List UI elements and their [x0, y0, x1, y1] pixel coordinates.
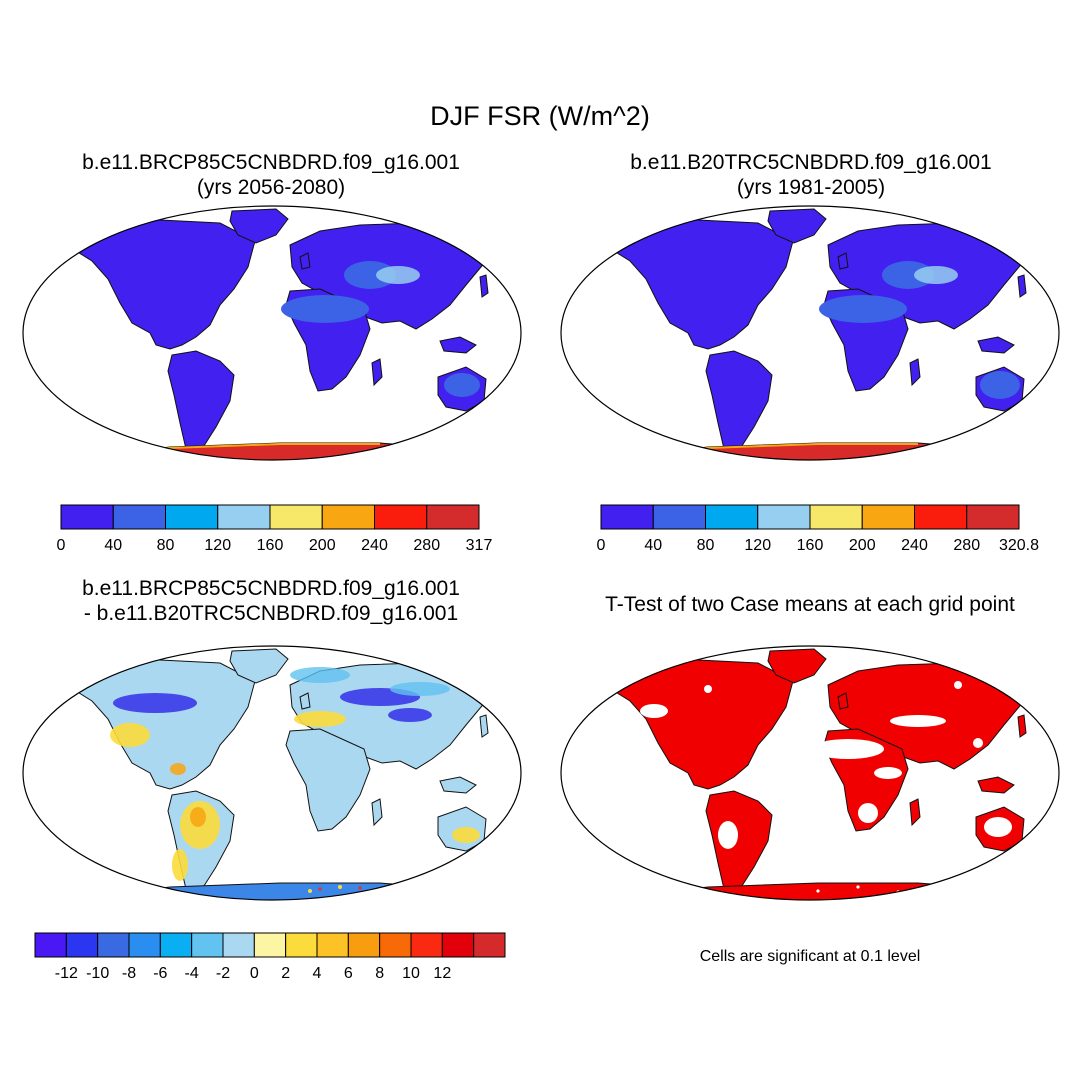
panel-difference-title-line1: b.e11.BRCP85C5CNBDRD.f09_g16.001	[82, 577, 460, 600]
map-ttest-frame	[560, 645, 1060, 901]
colorbar-difference-tick-label: 12	[433, 965, 451, 982]
antarctica-ttest	[591, 882, 1029, 900]
colorbar-difference-box	[222, 932, 255, 958]
map-difference-frame	[22, 645, 522, 901]
colorbar-difference-box	[441, 932, 475, 958]
colorbar-difference-box	[285, 932, 318, 958]
ttest-note: Cells are significant at 0.1 level	[699, 948, 921, 965]
colorbar-difference-box	[473, 932, 506, 958]
colorbar-difference-box	[159, 932, 193, 958]
colorbar-difference-tick-label: 8	[375, 965, 384, 982]
colorbar-control-box	[652, 504, 706, 530]
colorbar-control-box	[600, 504, 654, 530]
colorbar-difference-box	[253, 932, 287, 958]
colorbar-difference-box	[34, 932, 67, 958]
colorbar-difference-tick-label: -8	[122, 965, 136, 982]
map-ttest	[560, 645, 1060, 901]
colorbar-difference-tick-label: 4	[313, 965, 322, 982]
panel-control-title-line2: (yrs 1981-2005)	[736, 176, 886, 199]
colorbar-case: 0 40 80 120 160 200 240 280 317	[57, 504, 493, 554]
colorbar-control-tick-label: 80	[697, 537, 715, 554]
panel-control-title-line1: b.e11.B20TRC5CNBDRD.f09_g16.001	[630, 151, 992, 174]
panel-case-title: b.e11.BRCP85C5CNBDRD.f09_g16.001 (yrs 20…	[31, 150, 511, 200]
colorbar-control-tick-label: 280	[953, 537, 980, 554]
colorbar-case-box	[60, 504, 114, 530]
colorbar-difference-box	[128, 932, 161, 958]
colorbar-case-box	[217, 504, 271, 530]
colorbar-difference: -12 -10 -8 -6 -4 -2 0 2 4 6 8 10 12	[34, 932, 506, 982]
panel-case-title-line1: b.e11.BRCP85C5CNBDRD.f09_g16.001	[82, 151, 460, 174]
colorbar-difference-box	[410, 932, 443, 958]
antarctica-control	[591, 442, 1029, 460]
sahara-region	[281, 261, 480, 397]
colorbar-control: 0 40 80 120 160 200 240 280 320.8	[597, 504, 1039, 554]
colorbar-case-tick-label: 40	[104, 537, 122, 554]
land-case	[75, 208, 511, 460]
colorbar-control-tick-label: 40	[644, 537, 662, 554]
colorbar-case-tick-label: 240	[361, 537, 388, 554]
colorbar-control-box	[757, 504, 811, 530]
colorbar-difference-tick-label: 6	[344, 965, 353, 982]
antarctica-difference	[53, 882, 491, 900]
colorbar-difference-box	[379, 932, 412, 958]
colorbar-difference-box	[316, 932, 349, 958]
colorbar-control-box	[966, 504, 1020, 530]
colorbar-case-box	[374, 504, 428, 530]
map-case	[22, 205, 522, 461]
colorbar-control-tick-label: 0	[597, 537, 606, 554]
map-difference	[22, 645, 522, 901]
panel-ttest-title-line1: T-Test of two Case means at each grid po…	[605, 593, 1015, 616]
colorbar-case-tick-label: 80	[157, 537, 175, 554]
colorbar-difference-box	[65, 932, 99, 958]
panel-difference-title: b.e11.BRCP85C5CNBDRD.f09_g16.001 - b.e11…	[31, 576, 511, 626]
colorbar-difference-box	[97, 932, 130, 958]
colorbar-case-tick-label: 160	[257, 537, 284, 554]
map-control	[560, 205, 1060, 461]
land-control	[613, 208, 1049, 460]
panel-case-title-line2: (yrs 2056-2080)	[196, 176, 346, 199]
insignificant-regions	[640, 681, 1012, 849]
colorbar-control-tick-label: 120	[744, 537, 771, 554]
antarctica-case	[53, 442, 491, 460]
colorbar-case-tick-label: 120	[204, 537, 231, 554]
colorbar-case-box	[321, 504, 375, 530]
colorbar-control-box	[705, 504, 759, 530]
colorbar-case-box	[426, 504, 480, 530]
colorbar-control-box	[861, 504, 915, 530]
colorbar-difference-tick-label: 10	[402, 965, 420, 982]
colorbar-case-tick-label: 317	[466, 537, 493, 554]
colorbar-difference-tick-label: 2	[281, 965, 290, 982]
colorbar-difference-tick-label: -2	[216, 965, 230, 982]
colorbar-control-box	[809, 504, 863, 530]
map-control-frame	[560, 205, 1060, 461]
panel-control-title: b.e11.B20TRC5CNBDRD.f09_g16.001 (yrs 198…	[571, 150, 1051, 200]
panel-ttest-title: T-Test of two Case means at each grid po…	[550, 592, 1070, 617]
colorbar-control-tick-label: 160	[797, 537, 824, 554]
panel-difference-title-line2: - b.e11.B20TRC5CNBDRD.f09_g16.001	[83, 602, 459, 625]
colorbar-difference-tick-label: -12	[55, 965, 78, 982]
colorbar-case-tick-label: 200	[309, 537, 336, 554]
colorbar-case-tick-label: 0	[57, 537, 66, 554]
colorbar-difference-tick-label: -6	[153, 965, 167, 982]
figure-title: DJF FSR (W/m^2)	[430, 101, 650, 131]
colorbar-difference-tick-label: -4	[185, 965, 199, 982]
map-case-frame	[22, 205, 522, 461]
colorbar-case-box	[165, 504, 219, 530]
land-ttest	[613, 648, 1049, 900]
colorbar-control-tick-label: 240	[901, 537, 928, 554]
colorbar-difference-box	[347, 932, 381, 958]
colorbar-case-box	[269, 504, 323, 530]
colorbar-control-box	[914, 504, 968, 530]
colorbar-difference-box	[191, 932, 224, 958]
colorbar-control-tick-label: 200	[849, 537, 876, 554]
colorbar-case-box	[112, 504, 166, 530]
colorbar-control-tick-label: 320.8	[999, 537, 1039, 554]
colorbar-difference-tick-label: 0	[250, 965, 259, 982]
colorbar-difference-tick-label: -10	[86, 965, 109, 982]
colorbar-case-tick-label: 280	[413, 537, 440, 554]
